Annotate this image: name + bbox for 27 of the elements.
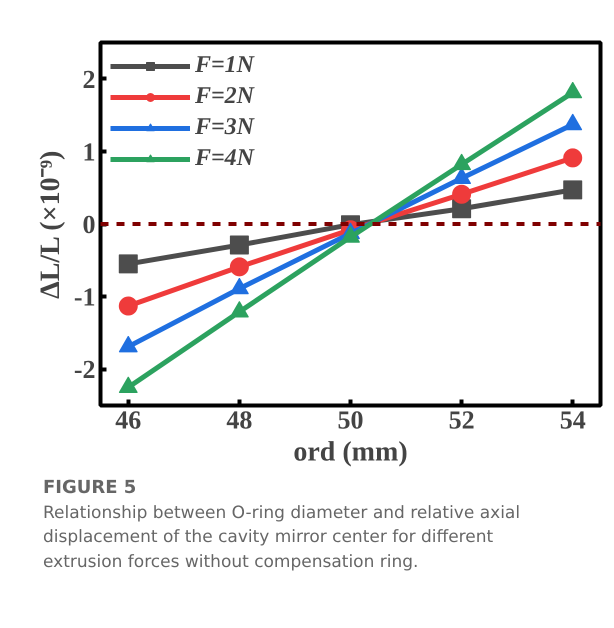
x-tick-label: 50 xyxy=(338,406,364,434)
x-tick-label: 52 xyxy=(448,406,475,434)
point xyxy=(230,257,249,276)
caption: FIGURE 5 xyxy=(43,476,138,500)
point xyxy=(563,180,582,200)
legend-label: F=4N xyxy=(195,145,254,172)
x-axis-title: ord (mm) xyxy=(293,436,408,468)
y-axis-title: ΔL/L (×10⁻⁹) xyxy=(34,150,66,299)
point xyxy=(118,376,138,394)
point xyxy=(118,336,138,352)
point xyxy=(452,184,472,204)
legend-label: F=1N xyxy=(195,52,254,79)
legend-label: F=2N xyxy=(195,83,254,110)
point xyxy=(230,300,249,318)
y-tick-label: 0 xyxy=(82,210,96,239)
y-tick-label: -2 xyxy=(74,355,96,384)
text: Relationship between O-ring diameter and relative axial displacement of the cavity mirror center for different extrusion forces without compensation ring. xyxy=(43,502,522,574)
point xyxy=(230,236,249,255)
point xyxy=(563,148,582,168)
y-tick-label: -1 xyxy=(74,282,96,312)
x-tick-label: 54 xyxy=(560,406,586,434)
point xyxy=(118,254,138,274)
y-tick-label: 1 xyxy=(82,137,96,166)
x-tick-label: 48 xyxy=(226,406,252,434)
y-tick-label: 2 xyxy=(82,64,96,94)
x-tick-label: 46 xyxy=(115,406,142,434)
legend-label: F=3N xyxy=(195,114,254,141)
